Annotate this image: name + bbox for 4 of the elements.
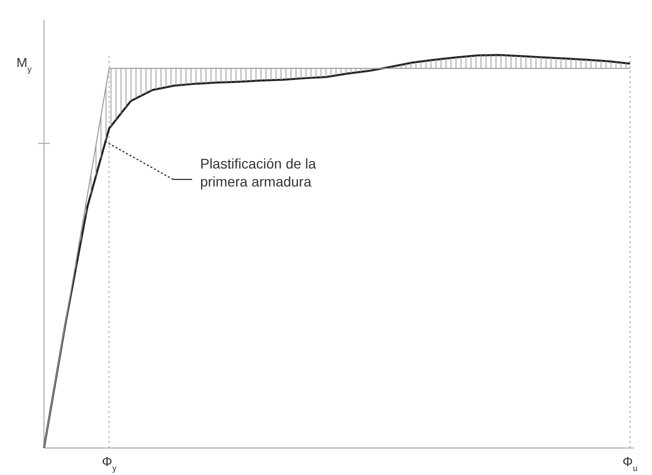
y-axis-title: M$_{y}$ [16,55,32,74]
x-tick-label: Φ$_{u}$ [622,454,638,473]
annotation: Plastificación de la primera armadura [200,155,316,190]
x-tick-label: Φ$_{y}$ [102,454,118,473]
